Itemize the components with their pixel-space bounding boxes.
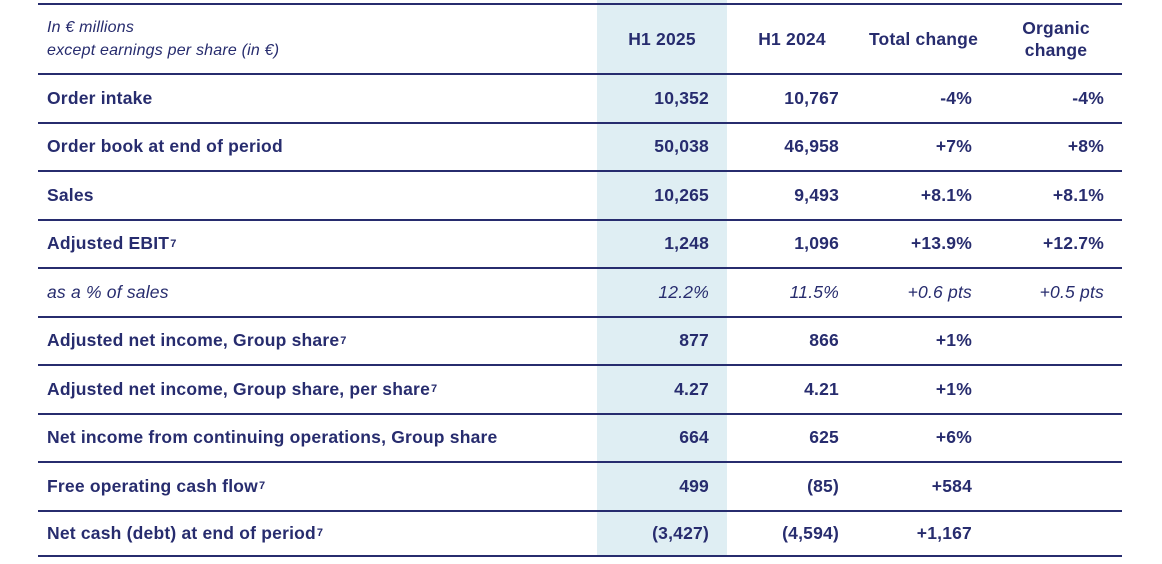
table-row: Adjusted net income, Group share, per sh… [38,366,1122,415]
table-row: Net income from continuing operations, G… [38,414,1122,463]
cell-h1-2024: (4,594) [782,522,839,543]
cell-h1-2024: 11.5% [789,281,839,302]
table-row: as a % of sales 12.2% 11.5% +0.6 pts +0.… [38,269,1122,318]
row-label-text: Sales [47,184,94,205]
cell-organic-change [990,512,1122,555]
cell-h1-2024: 1,096 [794,233,839,254]
cell-h1-2025: 12.2% [597,269,727,316]
cell-h1-2025: (3,427) [597,511,727,555]
cell-h1-2024: 625 [809,427,839,448]
cell-total-change: +584 [931,475,972,496]
cell-h1-2025: 1,248 [597,220,727,267]
cell-h1-2024: 9,493 [794,184,839,205]
row-label-text: Adjusted EBIT [47,233,170,254]
cell-organic-change [990,366,1122,413]
table-body: Order intake 10,352 10,767 -4% -4% Order… [38,75,1122,557]
unit-note-line1: In € millions [47,19,135,36]
cell-total-change: +7% [935,136,972,157]
financial-highlights-table: In € millions except earnings per share … [38,0,1122,557]
cell-organic-change: +12.7% [1042,233,1104,254]
row-label: Adjusted EBIT 7 [47,233,177,254]
table-row: Net cash (debt) at end of period 7 (3,427… [38,511,1122,557]
cell-organic-change [990,415,1122,462]
cell-h1-2024: 866 [809,330,839,351]
cell-h1-2024: 4.21 [804,378,839,399]
row-label: Adjusted net income, Group share, per sh… [47,378,438,399]
row-label-text: Order book at end of period [47,136,283,157]
table-row: Order intake 10,352 10,767 -4% -4% [38,75,1122,124]
cell-h1-2025: 4.27 [597,366,727,413]
table-row: Adjusted net income, Group share 7 877 86… [38,317,1122,366]
cell-h1-2025: 664 [597,414,727,461]
cell-h1-2025: 499 [597,463,727,510]
cell-h1-2024: 10,767 [784,87,839,108]
row-label-text: Free operating cash flow [47,475,258,496]
cell-organic-change: +0.5 pts [1039,281,1104,302]
cell-h1-2025: 10,265 [597,172,727,219]
cell-total-change: -4% [940,87,972,108]
row-label: as a % of sales [38,269,597,316]
cell-total-change: +0.6 pts [907,281,972,302]
column-header-total-change: Total change [868,29,979,49]
cell-total-change: +6% [935,427,972,448]
row-label: Order intake [38,75,597,122]
cell-organic-change [990,318,1122,365]
cell-h1-2025: 877 [597,317,727,364]
column-header-h1-2025: H1 2025 [597,5,727,73]
cell-total-change: +1% [935,378,972,399]
unit-note: In € millions except earnings per share … [38,5,597,73]
table-row: Free operating cash flow 7 499 (85) +584 [38,463,1122,512]
table-row: Order book at end of period 50,038 46,95… [38,123,1122,172]
cell-h1-2024: (85) [807,475,839,496]
cell-organic-change [990,463,1122,510]
cell-total-change: +13.9% [910,233,972,254]
column-header-organic-change: Organic change [1022,18,1090,60]
column-header-h1-2024: H1 2024 [758,29,826,49]
row-label-text: as a % of sales [47,281,169,302]
row-label-text: Adjusted net income, Group share [47,330,340,351]
cell-organic-change: +8% [1067,136,1104,157]
table-row: Sales 10,265 9,493 +8.1% +8.1% [38,172,1122,221]
cell-h1-2024: 46,958 [784,136,839,157]
row-label-text: Adjusted net income, Group share, per sh… [47,378,430,399]
cell-organic-change: +8.1% [1052,184,1104,205]
row-label: Sales [38,172,597,219]
cell-organic-change: -4% [1072,87,1104,108]
row-label: Net cash (debt) at end of period 7 [47,522,324,543]
row-label-text: Order intake [47,87,153,108]
unit-note-line2: except earnings per share (in €) [47,42,280,59]
row-label: Order book at end of period [38,124,597,171]
cell-h1-2025: 50,038 [597,123,727,170]
row-label: Free operating cash flow 7 [47,475,266,496]
row-label-text: Net cash (debt) at end of period [47,522,316,543]
table-row: Adjusted EBIT 7 1,248 1,096 +13.9% +12.7% [38,220,1122,269]
table-header-row: In € millions except earnings per share … [38,5,1122,75]
cell-total-change: +1% [935,330,972,351]
cell-total-change: +1,167 [916,522,972,543]
cell-total-change: +8.1% [920,184,972,205]
cell-h1-2025: 10,352 [597,75,727,122]
row-label: Adjusted net income, Group share 7 [47,330,347,351]
row-label: Net income from continuing operations, G… [38,415,597,462]
row-label-text: Net income from continuing operations, G… [47,427,498,448]
